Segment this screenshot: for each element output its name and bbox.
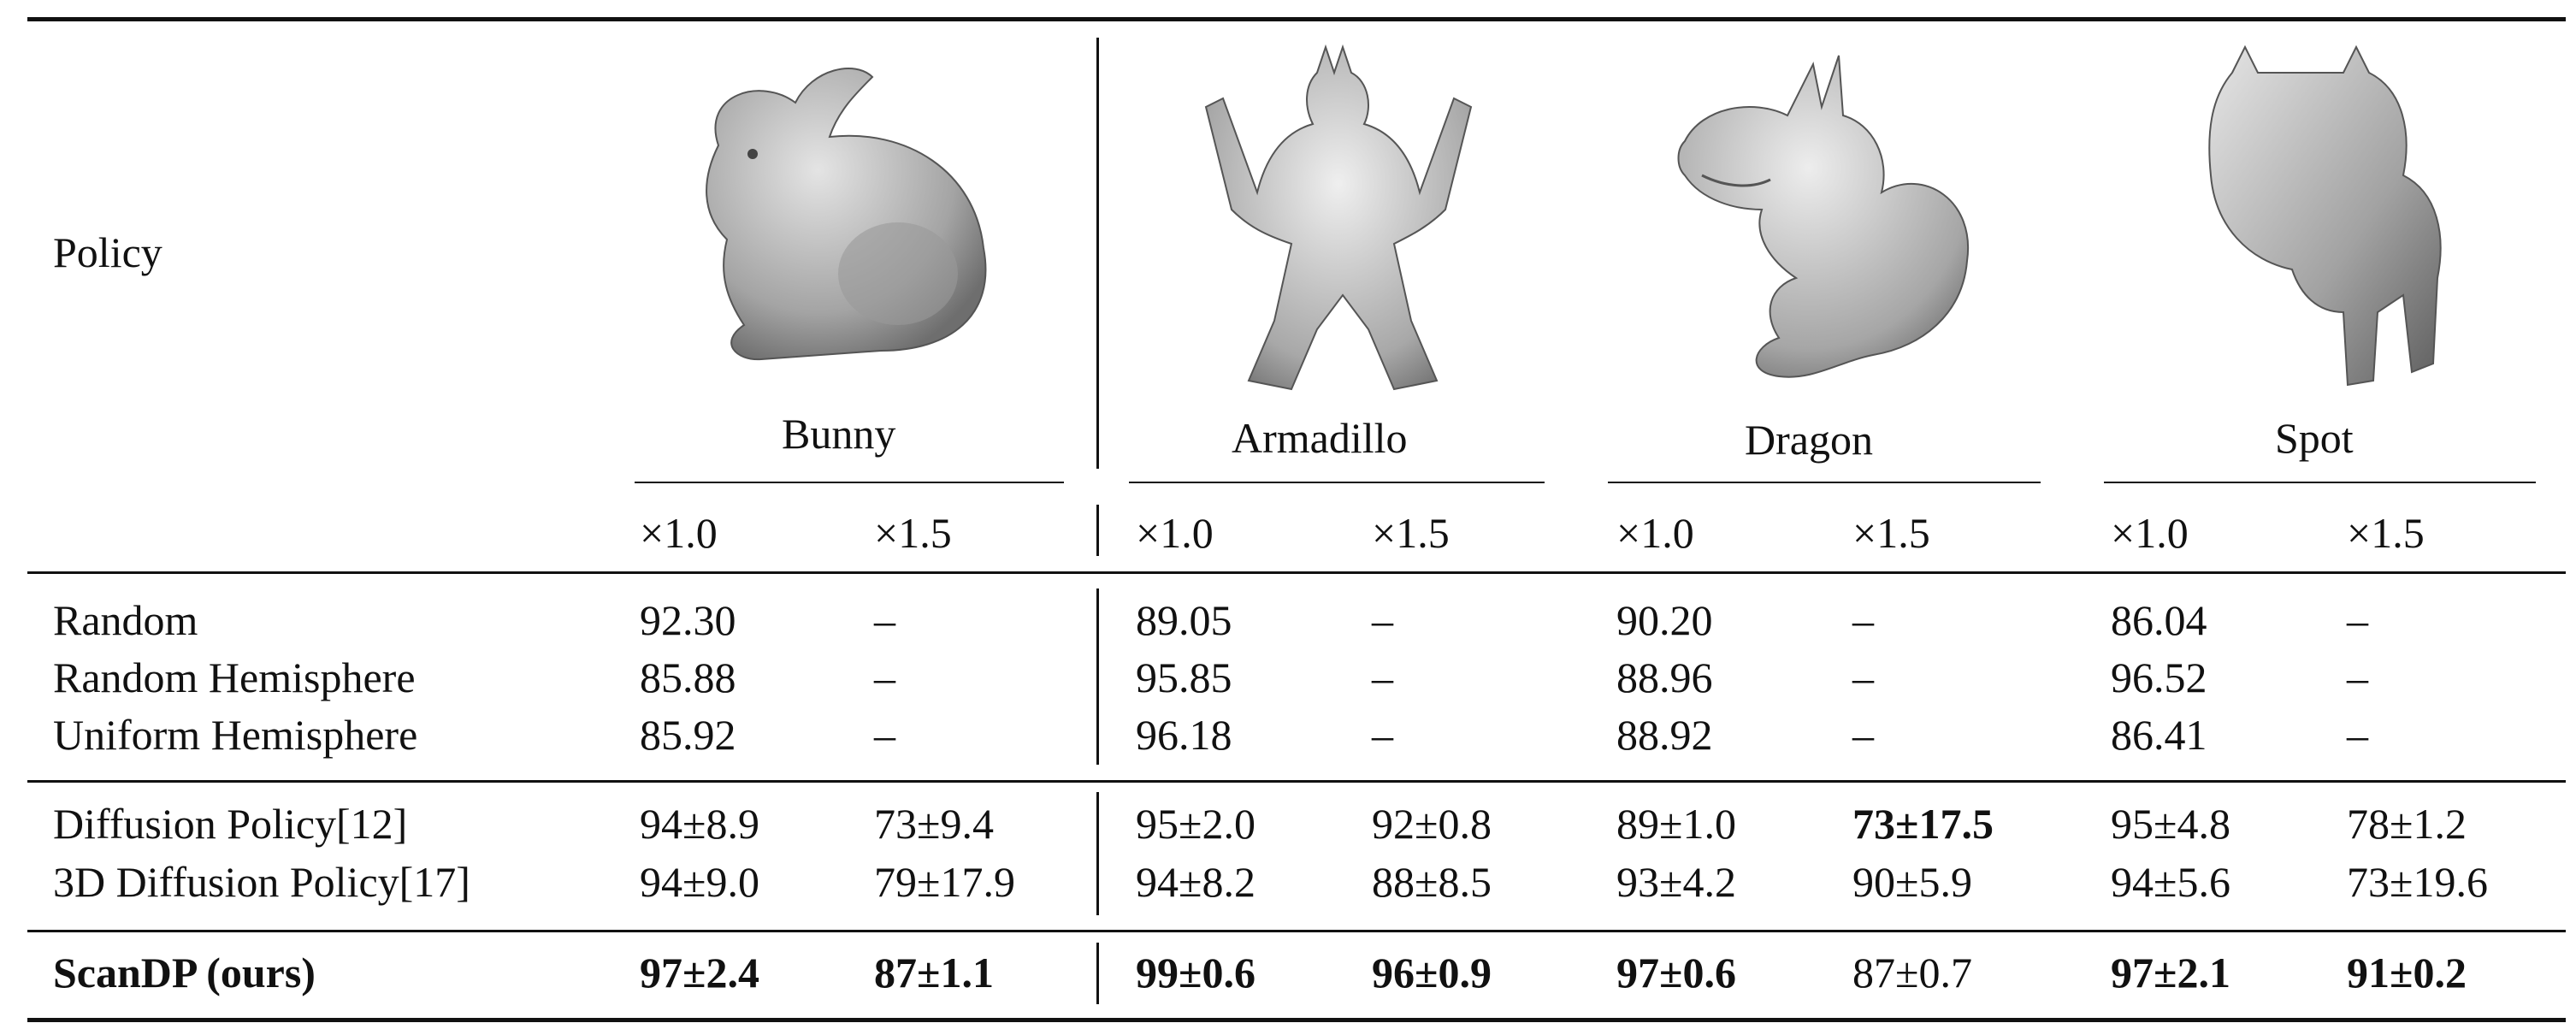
table-cell: 96.18 bbox=[1136, 711, 1232, 759]
cmidrule-bunny bbox=[635, 482, 1064, 483]
table-cell: 86.41 bbox=[2111, 711, 2207, 759]
cmidrule-spot bbox=[2104, 482, 2536, 483]
table-cell: 89.05 bbox=[1136, 596, 1232, 644]
table-cell: 95±2.0 bbox=[1136, 800, 1256, 848]
header-rule bbox=[27, 571, 2566, 574]
table-cell: 85.88 bbox=[640, 653, 736, 701]
scale-header: ×1.0 bbox=[1136, 509, 1214, 557]
table-cell: – bbox=[2347, 596, 2368, 644]
table-cell: 94±8.2 bbox=[1136, 858, 1256, 906]
bunny-3d-model-icon bbox=[706, 68, 987, 361]
dragon-3d-model-icon bbox=[1677, 55, 1970, 378]
table-cell: – bbox=[2347, 653, 2368, 701]
vsep-group-1 bbox=[1096, 588, 1099, 765]
table-cell: – bbox=[874, 653, 895, 701]
cmidrule-dragon bbox=[1608, 482, 2041, 483]
scale-header: ×1.0 bbox=[1616, 509, 1694, 557]
table-cell: 88.96 bbox=[1616, 653, 1713, 701]
row-label: Random Hemisphere bbox=[53, 653, 416, 701]
table-cell: 95±4.8 bbox=[2111, 800, 2230, 848]
object-name-armadillo: Armadillo bbox=[1232, 414, 1408, 462]
scale-header: ×1.5 bbox=[2347, 509, 2425, 557]
top-rule bbox=[27, 17, 2566, 21]
object-name-spot: Spot bbox=[2275, 414, 2354, 462]
row-label: 3D Diffusion Policy[17] bbox=[53, 858, 470, 906]
object-name-dragon: Dragon bbox=[1745, 416, 1873, 464]
spot-3d-model-icon bbox=[2208, 44, 2442, 387]
object-name-bunny: Bunny bbox=[782, 410, 896, 458]
row-label: Diffusion Policy[12] bbox=[53, 800, 408, 848]
table-cell: 94±9.0 bbox=[640, 858, 759, 906]
vsep-header bbox=[1096, 38, 1099, 469]
table-cell: – bbox=[874, 711, 895, 759]
table-cell: 97±2.1 bbox=[2111, 949, 2230, 996]
table-cell: – bbox=[1852, 653, 1874, 701]
table-cell: 96±0.9 bbox=[1372, 949, 1492, 996]
table-cell: 92±0.8 bbox=[1372, 800, 1492, 848]
vsep-group-3 bbox=[1096, 943, 1099, 1004]
policy-header: Policy bbox=[53, 228, 162, 276]
table-cell: 85.92 bbox=[640, 711, 736, 759]
table-cell: – bbox=[1372, 711, 1393, 759]
vsep-scale-row bbox=[1096, 505, 1099, 556]
table-cell: 90.20 bbox=[1616, 596, 1713, 644]
table-cell: 78±1.2 bbox=[2347, 800, 2467, 848]
group-rule-1 bbox=[27, 780, 2566, 783]
table-cell: 95.85 bbox=[1136, 653, 1232, 701]
table-cell: 94±5.6 bbox=[2111, 858, 2230, 906]
table-cell: 89±1.0 bbox=[1616, 800, 1736, 848]
table-cell: 91±0.2 bbox=[2347, 949, 2467, 996]
table-cell: 97±2.4 bbox=[640, 949, 759, 996]
table-cell: – bbox=[1372, 596, 1393, 644]
scale-header: ×1.5 bbox=[1372, 509, 1450, 557]
bottom-rule bbox=[27, 1018, 2566, 1022]
scale-header: ×1.5 bbox=[1852, 509, 1930, 557]
table-cell: 96.52 bbox=[2111, 653, 2207, 701]
scale-header: ×1.0 bbox=[640, 509, 718, 557]
table-cell: 86.04 bbox=[2111, 596, 2207, 644]
table-cell: 94±8.9 bbox=[640, 800, 759, 848]
table-cell: 73±17.5 bbox=[1852, 800, 1994, 848]
table-cell: 88.92 bbox=[1616, 711, 1713, 759]
table-cell: – bbox=[1852, 711, 1874, 759]
table-cell: – bbox=[1852, 596, 1874, 644]
table-cell: – bbox=[874, 596, 895, 644]
armadillo-3d-model-icon bbox=[1204, 44, 1473, 391]
table-cell: 92.30 bbox=[640, 596, 736, 644]
table-cell: 99±0.6 bbox=[1136, 949, 1256, 996]
row-label: Random bbox=[53, 596, 198, 644]
table-cell: 93±4.2 bbox=[1616, 858, 1736, 906]
table-cell: 88±8.5 bbox=[1372, 858, 1492, 906]
row-label: ScanDP (ours) bbox=[53, 949, 316, 996]
table-cell: 79±17.9 bbox=[874, 858, 1015, 906]
scale-header: ×1.0 bbox=[2111, 509, 2189, 557]
scale-header: ×1.5 bbox=[874, 509, 952, 557]
cmidrule-armadillo bbox=[1129, 482, 1545, 483]
group-rule-2 bbox=[27, 930, 2566, 932]
vsep-group-2 bbox=[1096, 792, 1099, 915]
table-cell: – bbox=[1372, 653, 1393, 701]
table-cell: 90±5.9 bbox=[1852, 858, 1972, 906]
table-cell: 87±0.7 bbox=[1852, 949, 1972, 996]
table-cell: 73±9.4 bbox=[874, 800, 994, 848]
table-cell: 87±1.1 bbox=[874, 949, 994, 996]
row-label: Uniform Hemisphere bbox=[53, 711, 418, 759]
table-cell: 73±19.6 bbox=[2347, 858, 2488, 906]
table-cell: – bbox=[2347, 711, 2368, 759]
table-cell: 97±0.6 bbox=[1616, 949, 1736, 996]
